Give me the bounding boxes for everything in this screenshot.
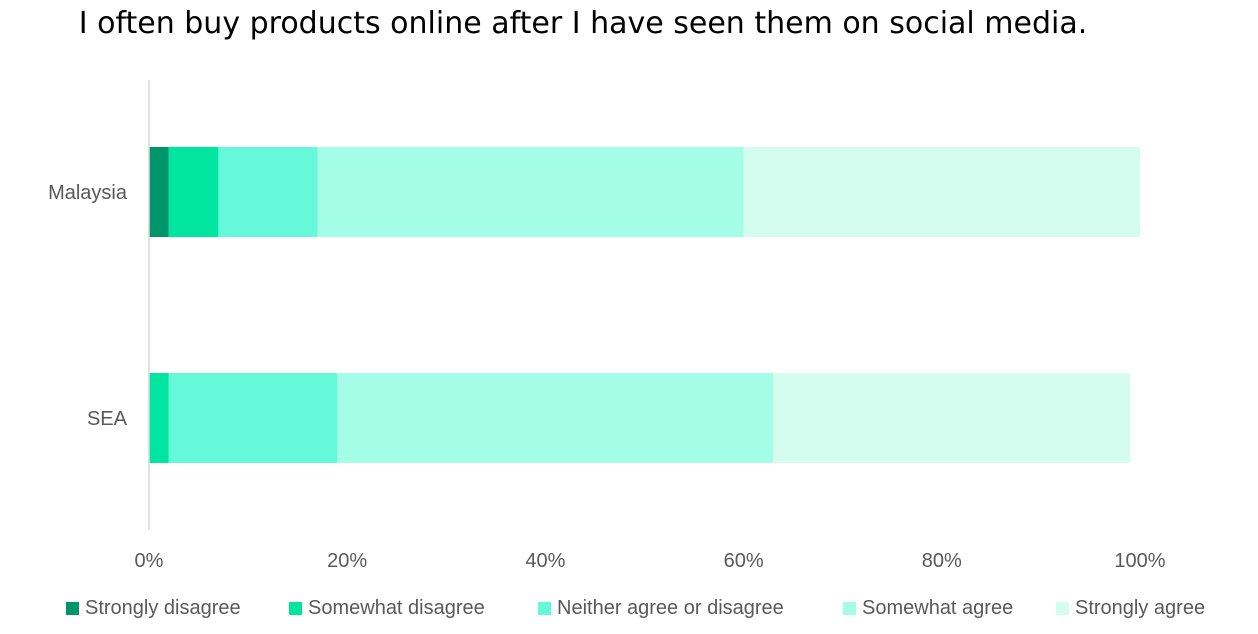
bar-malaysia-neither-agree-or-disagree [218,147,318,237]
x-tick-label: 100% [1114,550,1165,572]
bar-malaysia-strongly-disagree [149,147,169,237]
legend-item-neither-agree-or-disagree: Neither agree or disagree [538,594,784,622]
category-labels: Malaysia SEA [48,182,128,430]
bar-malaysia-strongly-agree [743,147,1140,237]
legend-item-somewhat-disagree: Somewhat disagree [289,594,485,622]
category-label-malaysia: Malaysia [48,182,128,204]
bar-sea-somewhat-agree [337,373,774,463]
legend-item-somewhat-agree: Somewhat agree [843,594,1013,622]
bar-malaysia-somewhat-agree [317,147,744,237]
legend-label: Somewhat disagree [308,596,485,619]
legend-label: Neither agree or disagree [557,596,784,619]
bar-sea-somewhat-disagree [149,373,169,463]
bar-sea-neither-agree-or-disagree [168,373,338,463]
chart-legend: Strongly disagree Somewhat disagree Neithe… [66,594,1258,622]
category-label-sea: SEA [87,408,128,430]
x-tick-label: 80% [922,550,962,572]
x-tick-labels: 0% 20% 40% 60% 80% 100% [135,550,1166,572]
x-tick-label: 0% [135,550,164,572]
bar-sea-strongly-agree [773,373,1131,463]
x-tick-label: 20% [327,550,367,572]
chart-plot-area: Malaysia SEA 0% 20% 40% 60% 80% 100% [48,80,1166,572]
legend-swatch [66,601,79,615]
legend-swatch [1056,601,1069,615]
legend-item-strongly-disagree: Strongly disagree [66,594,241,622]
chart-title: I often buy products online after I have… [78,6,1088,41]
legend-label: Strongly agree [1075,596,1206,619]
legend-label: Strongly disagree [85,596,241,619]
x-tick-label: 40% [525,550,565,572]
legend-swatch [289,601,302,615]
legend-item-strongly-agree: Strongly agree [1056,594,1205,622]
legend-swatch [843,601,856,615]
legend-swatch [538,601,551,615]
x-tick-label: 60% [724,550,764,572]
bars-layer [149,147,1140,463]
legend-label: Somewhat agree [862,596,1014,619]
bar-malaysia-somewhat-disagree [168,147,219,237]
